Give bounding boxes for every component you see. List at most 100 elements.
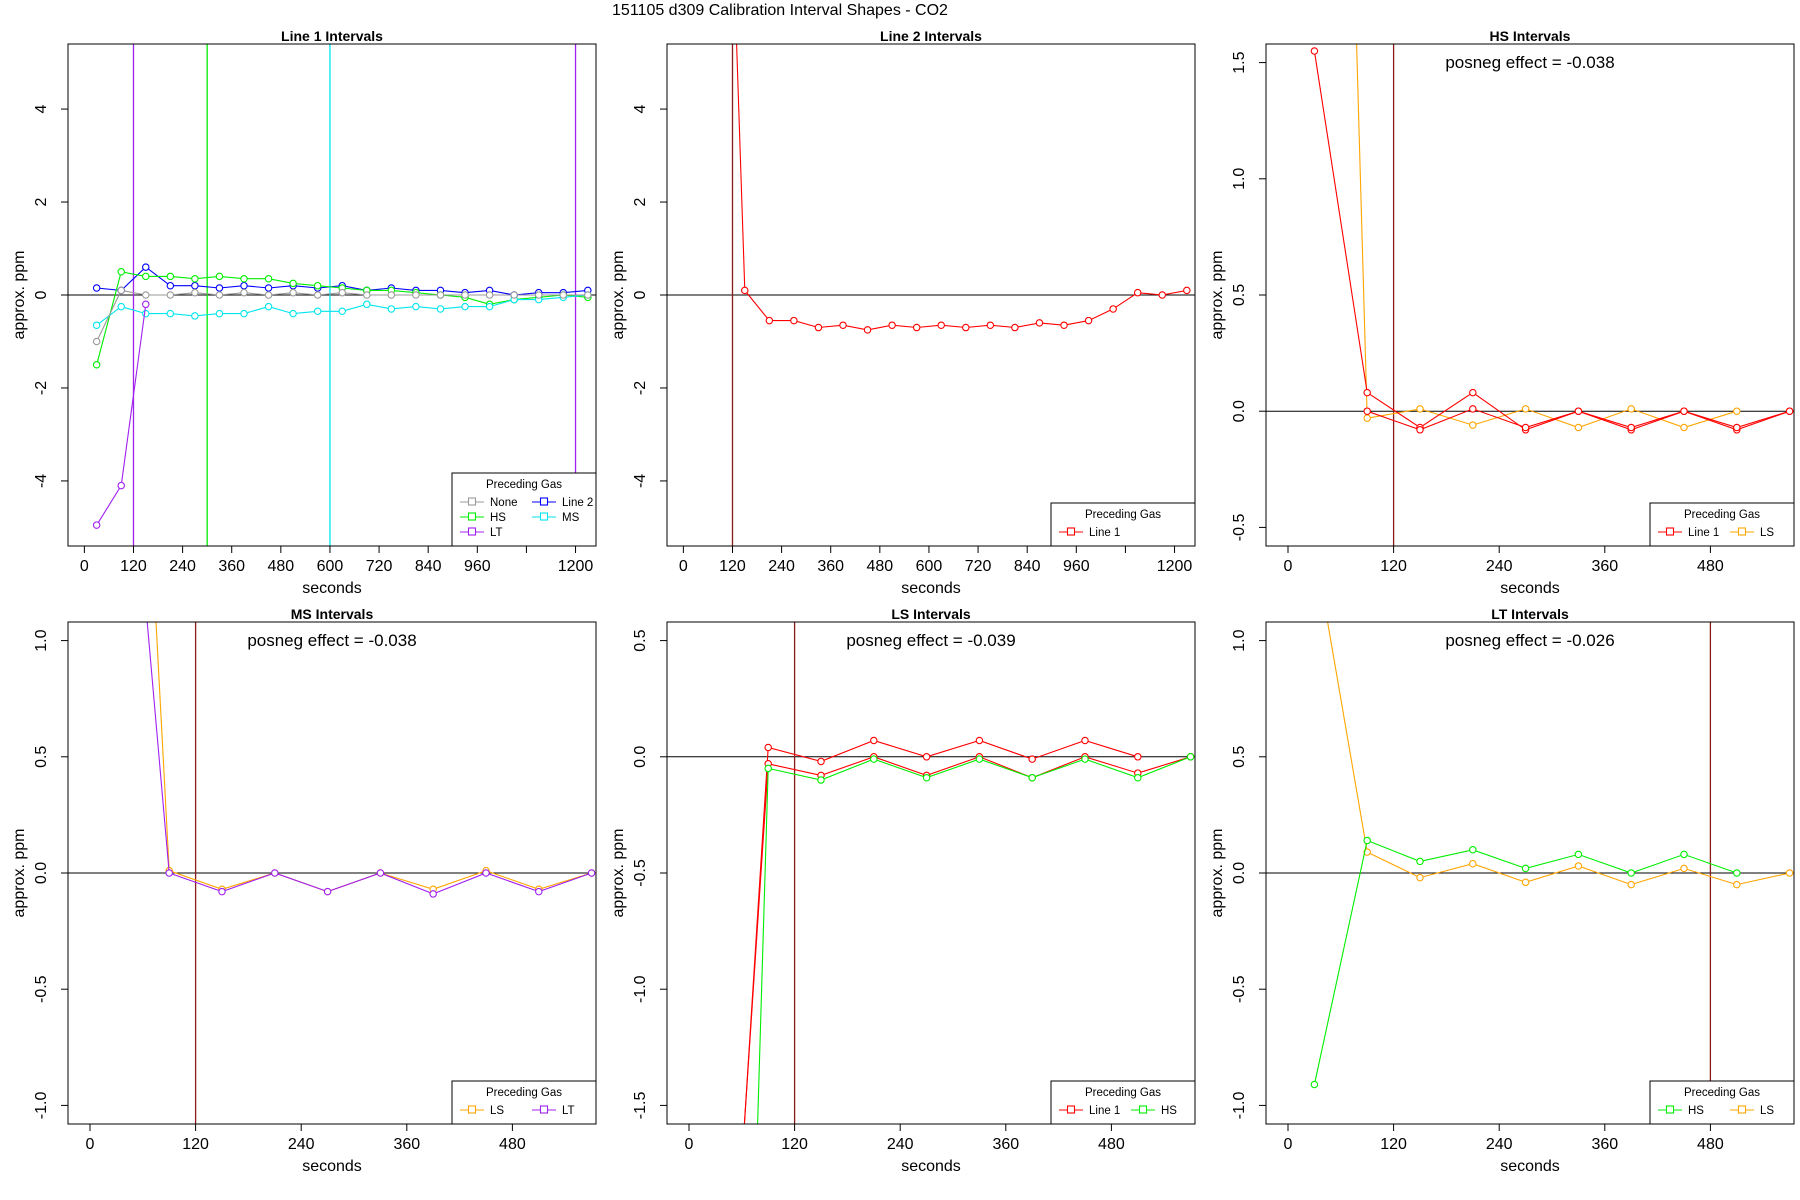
x-axis-label: seconds <box>901 580 961 597</box>
chart-panel: HS Intervals seconds approx. ppm 0 120 240 360… <box>1209 28 1795 597</box>
legend-entry: LT <box>562 1105 575 1117</box>
y-tick-label: -4 <box>33 474 50 488</box>
x-tick-label: 960 <box>1063 558 1090 575</box>
data-point <box>1627 423 1635 432</box>
data-point <box>817 776 825 784</box>
data-point <box>863 326 872 334</box>
series-line <box>1356 44 1737 429</box>
posneg-annotation: posneg effect = -0.038 <box>1445 53 1614 72</box>
x-tick-label: 360 <box>817 558 844 575</box>
plot-area <box>68 622 596 1124</box>
legend-swatch-marker <box>1066 527 1076 536</box>
y-tick-label: 4 <box>632 105 649 114</box>
data-point <box>264 274 273 283</box>
plot-frame <box>67 621 597 1125</box>
legend-entry: None <box>490 497 518 509</box>
data-point <box>240 288 248 297</box>
legend: Preceding Gas None Line 2 HS MS LT <box>451 472 597 547</box>
y-tick-label: 0 <box>632 290 649 299</box>
plot-area <box>667 44 1195 546</box>
series-line <box>743 739 1138 1124</box>
data-point <box>870 755 878 763</box>
x-tick-label: 720 <box>366 558 393 575</box>
data-point <box>1028 773 1036 782</box>
x-axis-label: seconds <box>1500 580 1560 597</box>
data-point <box>92 321 101 329</box>
data-point <box>218 887 226 896</box>
data-point <box>1416 873 1424 882</box>
x-tick-label: 120 <box>182 1136 209 1153</box>
x-tick-label: 0 <box>685 1136 694 1153</box>
data-point <box>1521 405 1530 413</box>
data-point <box>1011 323 1019 332</box>
x-tick-label: 960 <box>464 558 491 575</box>
data-point <box>289 279 297 288</box>
data-point <box>92 521 101 529</box>
y-axis-label: approx. ppm <box>610 251 627 340</box>
data-point <box>1109 305 1117 313</box>
data-point <box>1416 857 1424 866</box>
data-point <box>937 321 945 329</box>
data-point <box>1627 869 1635 877</box>
data-point <box>166 281 175 290</box>
data-point <box>888 321 896 329</box>
data-point <box>1084 316 1093 325</box>
data-point <box>510 291 518 299</box>
data-point <box>1028 755 1036 763</box>
legend-title: Preceding Gas <box>1684 1087 1760 1099</box>
data-point <box>191 281 199 290</box>
data-point <box>1035 319 1044 327</box>
data-point <box>429 890 437 898</box>
data-point <box>1158 291 1167 299</box>
data-point <box>1680 864 1688 873</box>
x-tick-label: 240 <box>1486 1136 1513 1153</box>
x-tick-label: 840 <box>1014 558 1041 575</box>
legend-entry: LS <box>1760 527 1774 539</box>
x-tick-label: 0 <box>80 558 89 575</box>
legend: Preceding Gas LS LT <box>451 1080 597 1125</box>
legend-entry: Line 1 <box>1089 1105 1120 1117</box>
plot-area <box>1266 44 1794 546</box>
data-point <box>240 309 248 318</box>
legend-swatch-marker <box>1737 527 1747 536</box>
data-point <box>313 307 322 316</box>
data-point <box>482 869 490 877</box>
data-point <box>323 887 332 896</box>
x-tick-label: 240 <box>768 558 795 575</box>
y-tick-label: -2 <box>33 381 50 395</box>
plot-frame <box>666 43 1196 547</box>
data-point <box>461 291 469 299</box>
data-point <box>1469 421 1477 429</box>
y-tick-label: 0.5 <box>33 746 50 768</box>
legend-swatch-marker <box>539 512 549 521</box>
data-point <box>764 764 772 773</box>
data-point <box>817 757 825 766</box>
data-point <box>1574 423 1583 432</box>
x-axis-label: seconds <box>302 580 362 597</box>
data-point <box>461 302 469 311</box>
data-point <box>363 300 371 309</box>
data-point <box>92 337 101 346</box>
data-point <box>117 302 125 311</box>
data-point <box>1521 878 1530 887</box>
legend: Preceding Gas Line 1 HS <box>1050 1080 1196 1125</box>
data-point <box>1469 859 1477 868</box>
legend-title: Preceding Gas <box>486 479 562 491</box>
data-point <box>741 286 749 295</box>
legend-box <box>1050 502 1196 547</box>
panel-title: HS Intervals <box>1490 28 1571 44</box>
data-point <box>765 316 774 325</box>
legend-entry: Line 1 <box>1089 527 1120 539</box>
data-point <box>1574 407 1583 415</box>
data-point <box>142 263 150 271</box>
data-point <box>1785 407 1794 415</box>
legend-swatch-marker <box>1737 1105 1747 1114</box>
data-point <box>271 869 279 877</box>
series-line <box>757 756 1191 1124</box>
data-point <box>117 268 125 276</box>
data-point <box>912 323 921 332</box>
data-point <box>165 869 173 877</box>
x-tick-label: 120 <box>719 558 746 575</box>
y-tick-label: -1.5 <box>632 1092 649 1120</box>
